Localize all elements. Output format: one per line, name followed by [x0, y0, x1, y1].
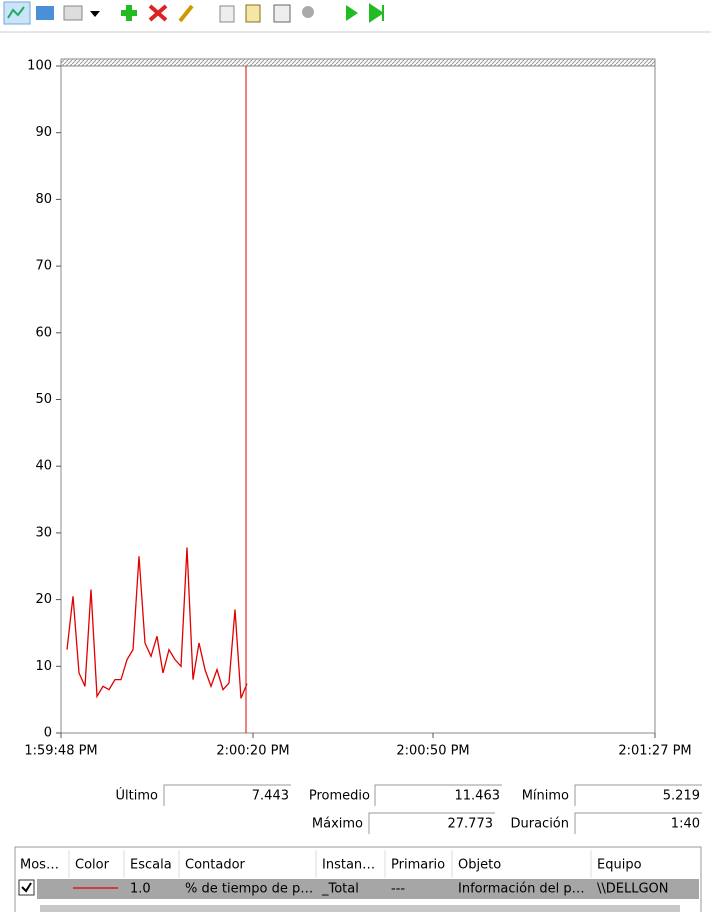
histogram-button[interactable] — [36, 6, 54, 20]
stat-value: 7.443 — [252, 789, 289, 804]
y-tick-label: 0 — [44, 726, 52, 741]
stats: Último 7.443 Promedio 11.463 Mínimo 5.219 Máxi… — [116, 784, 702, 834]
table-cell: Información del p… — [458, 882, 585, 897]
zoom-button[interactable] — [302, 6, 314, 18]
stat-label: Último — [116, 788, 158, 804]
column-header[interactable]: Mos… — [20, 858, 59, 873]
table: Mos… Color Escala Contador Instan… Primario Ob… — [20, 850, 669, 897]
hatch-band — [60, 58, 656, 67]
y-tick-label: 40 — [35, 459, 52, 474]
add-button[interactable] — [121, 5, 137, 21]
stat-value: 27.773 — [448, 817, 494, 832]
table-cell: --- — [391, 882, 405, 897]
column-header[interactable]: Primario — [391, 858, 445, 873]
checkmark — [21, 882, 32, 893]
column-header[interactable]: Escala — [130, 858, 172, 873]
table-cell: 1.0 — [130, 882, 151, 897]
y-tick-label: 20 — [35, 592, 52, 607]
scrollbar[interactable] — [40, 905, 680, 912]
column-header[interactable]: Color — [75, 858, 110, 873]
highlight-button[interactable] — [178, 4, 194, 23]
table-cell: % de tiempo de p… — [185, 882, 313, 897]
column-header[interactable]: Instan… — [322, 858, 375, 873]
paste-button[interactable] — [245, 4, 261, 23]
toolbar-bg — [0, 0, 711, 30]
properties-button[interactable] — [273, 4, 291, 23]
table-cell: _Total — [321, 882, 359, 897]
stat-label: Duración — [510, 817, 569, 832]
y-tick-label: 70 — [35, 259, 52, 274]
stat-box — [574, 812, 702, 834]
plot-area — [60, 65, 656, 734]
toolbar — [0, 0, 711, 33]
stat-box — [368, 812, 495, 834]
y-tick-label: 90 — [35, 125, 52, 140]
x-tick-label: 2:00:20 PM — [216, 744, 289, 759]
x-tick-label: 2:01:27 PM — [618, 744, 691, 759]
stat-box — [374, 784, 502, 806]
dropdown-arrow[interactable] — [90, 11, 100, 17]
stat-box — [574, 784, 702, 806]
step-button[interactable] — [369, 3, 384, 23]
y-tick-label: 80 — [35, 192, 52, 207]
x-tick-label: 1:59:48 PM — [24, 744, 97, 759]
copy-button[interactable] — [219, 5, 235, 23]
chart: 0 10 20 30 40 50 60 70 80 90 100 1:59:48 PM 2:00:20 … — [24, 59, 691, 759]
table-cell: \\DELLGON — [597, 882, 669, 897]
column-header[interactable]: Contador — [185, 858, 246, 873]
show-checkbox[interactable] — [18, 879, 35, 896]
stat-value: 5.219 — [663, 789, 700, 804]
column-header[interactable]: Objeto — [458, 858, 501, 873]
stat-box — [163, 784, 291, 806]
y-tick-label: 30 — [35, 525, 52, 540]
column-header[interactable]: Equipo — [597, 858, 642, 873]
y-tick-label: 60 — [35, 325, 52, 340]
y-tick-label: 50 — [35, 392, 52, 407]
graph-icon — [7, 6, 25, 19]
play-button[interactable] — [346, 5, 358, 21]
selected-row[interactable] — [37, 879, 699, 899]
x-tick-label: 2:00:50 PM — [396, 744, 469, 759]
stat-label: Máximo — [312, 817, 363, 832]
stat-label: Mínimo — [522, 789, 569, 804]
y-tick-label: 100 — [27, 59, 52, 74]
stat-value: 11.463 — [455, 789, 501, 804]
change-view-button[interactable] — [63, 5, 83, 21]
y-tick-label: 10 — [35, 659, 52, 674]
series-line — [66, 547, 248, 699]
stat-label: Promedio — [309, 789, 370, 804]
delete-button[interactable] — [148, 4, 168, 22]
stat-value: 1:40 — [671, 817, 700, 832]
